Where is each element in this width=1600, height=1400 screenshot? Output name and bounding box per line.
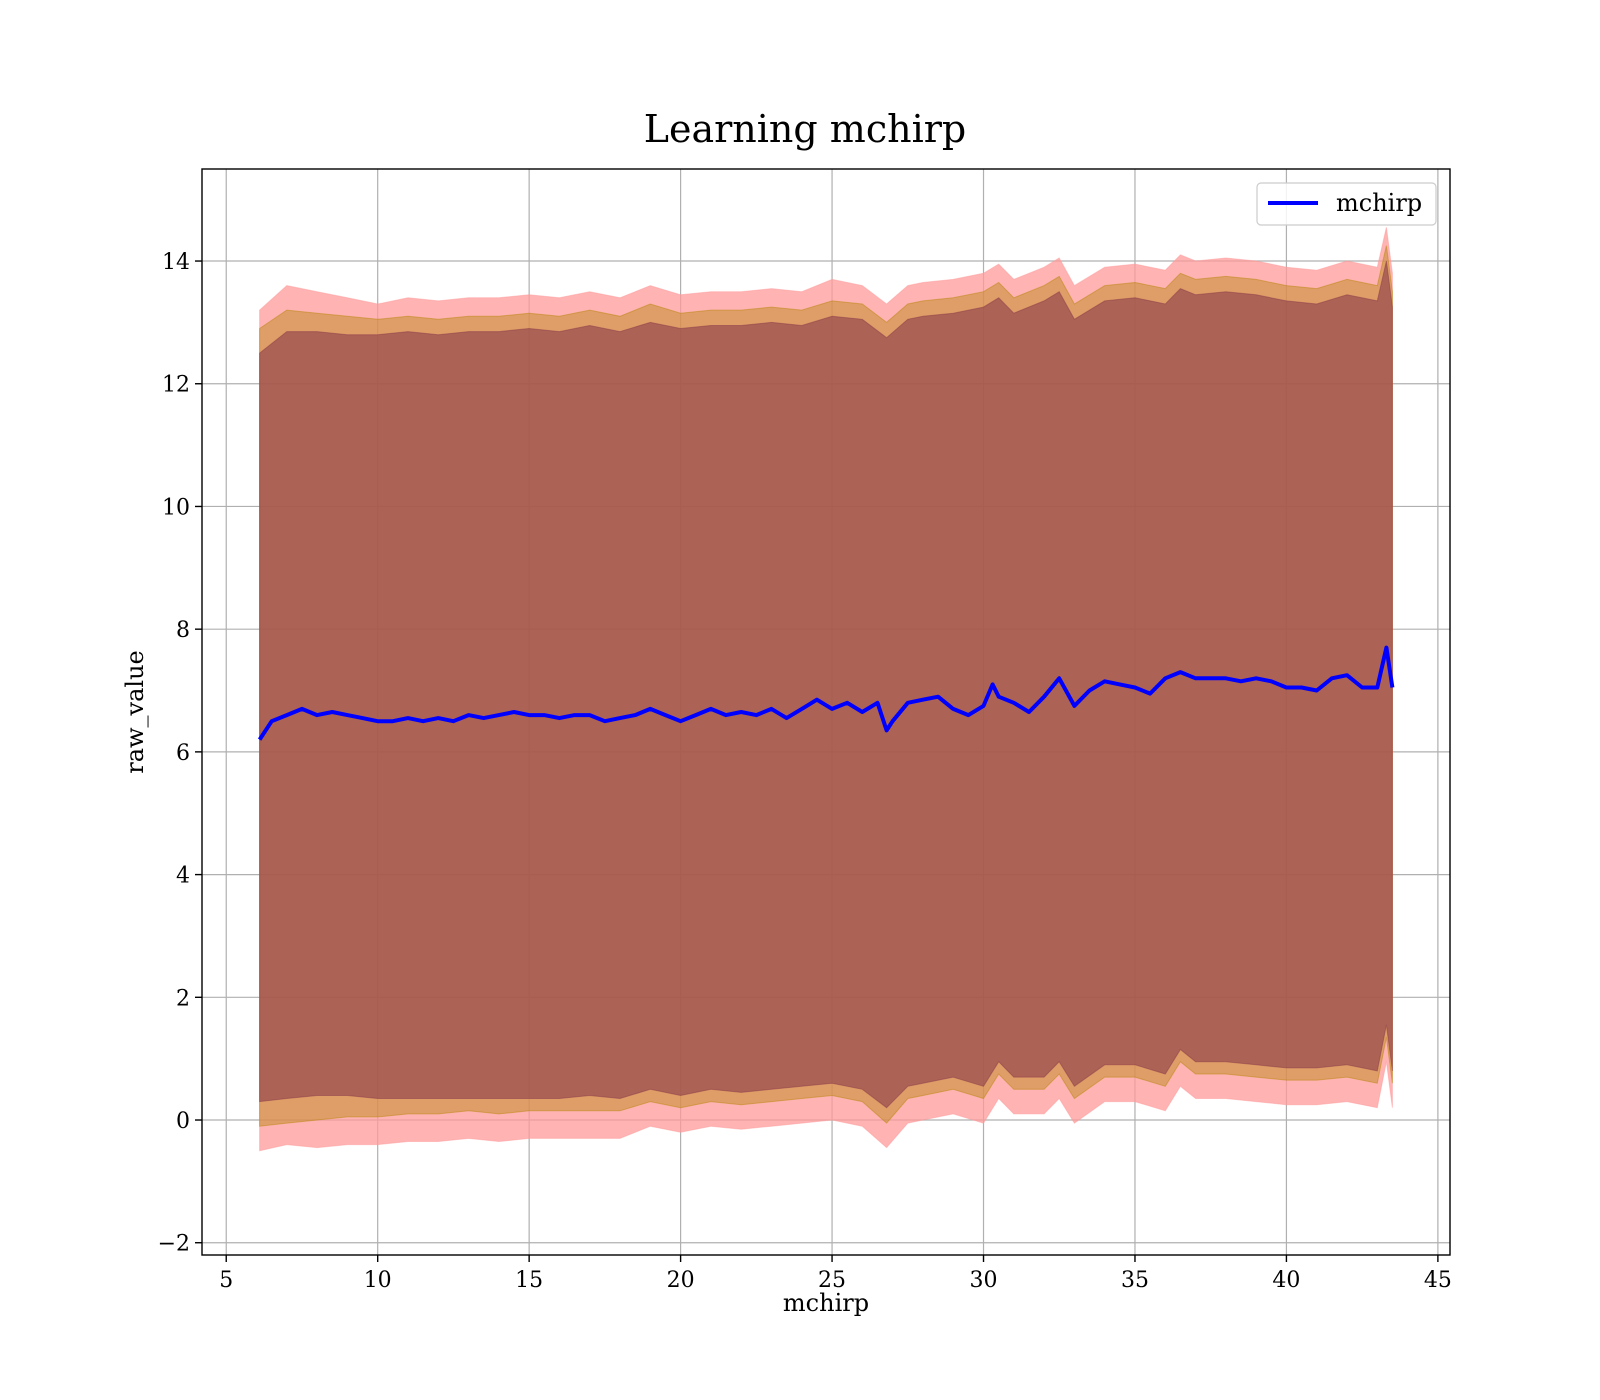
- x-axis-ticks: 5 10 15 20 25 30 35 40 45: [219, 1255, 1452, 1293]
- confidence-band: [259, 260, 1393, 1109]
- y-tick-label: 2: [176, 986, 190, 1011]
- series-lines: [257, 645, 1395, 741]
- y-tick-label: 8: [176, 618, 190, 643]
- x-tick-label: 45: [1424, 1268, 1452, 1293]
- legend: mchirp: [1256, 182, 1437, 226]
- x-tick-label: 20: [667, 1268, 695, 1293]
- x-tick-label: 40: [1272, 1268, 1300, 1293]
- y-axis-label: raw_value: [121, 650, 149, 774]
- x-tick-label: 25: [818, 1268, 846, 1293]
- y-tick-label: 0: [176, 1109, 190, 1134]
- y-tick-label: 12: [162, 373, 190, 398]
- y-tick-label: −2: [158, 1232, 190, 1257]
- y-tick-label: 14: [162, 250, 190, 275]
- x-tick-label: 35: [1121, 1268, 1149, 1293]
- x-axis-label: mchirp: [783, 1289, 869, 1317]
- legend-box: [1256, 182, 1437, 226]
- x-tick-label: 30: [970, 1268, 998, 1293]
- y-tick-label: 10: [162, 495, 190, 520]
- x-tick-label: 10: [364, 1268, 392, 1293]
- plot-frame: [201, 168, 1451, 1256]
- series-line-mchirp: [257, 645, 1395, 741]
- legend-label-mchirp: mchirp: [1336, 189, 1422, 217]
- x-tick-label: 5: [219, 1268, 233, 1293]
- y-tick-label: 4: [176, 864, 190, 889]
- y-axis-ticks: −2 0 2 4 6 8 10 12 14: [158, 250, 202, 1257]
- bands: [259, 227, 1393, 1152]
- chart-title: Learning mchirp: [644, 107, 966, 151]
- x-tick-label: 15: [515, 1268, 543, 1293]
- y-tick-label: 6: [176, 741, 190, 766]
